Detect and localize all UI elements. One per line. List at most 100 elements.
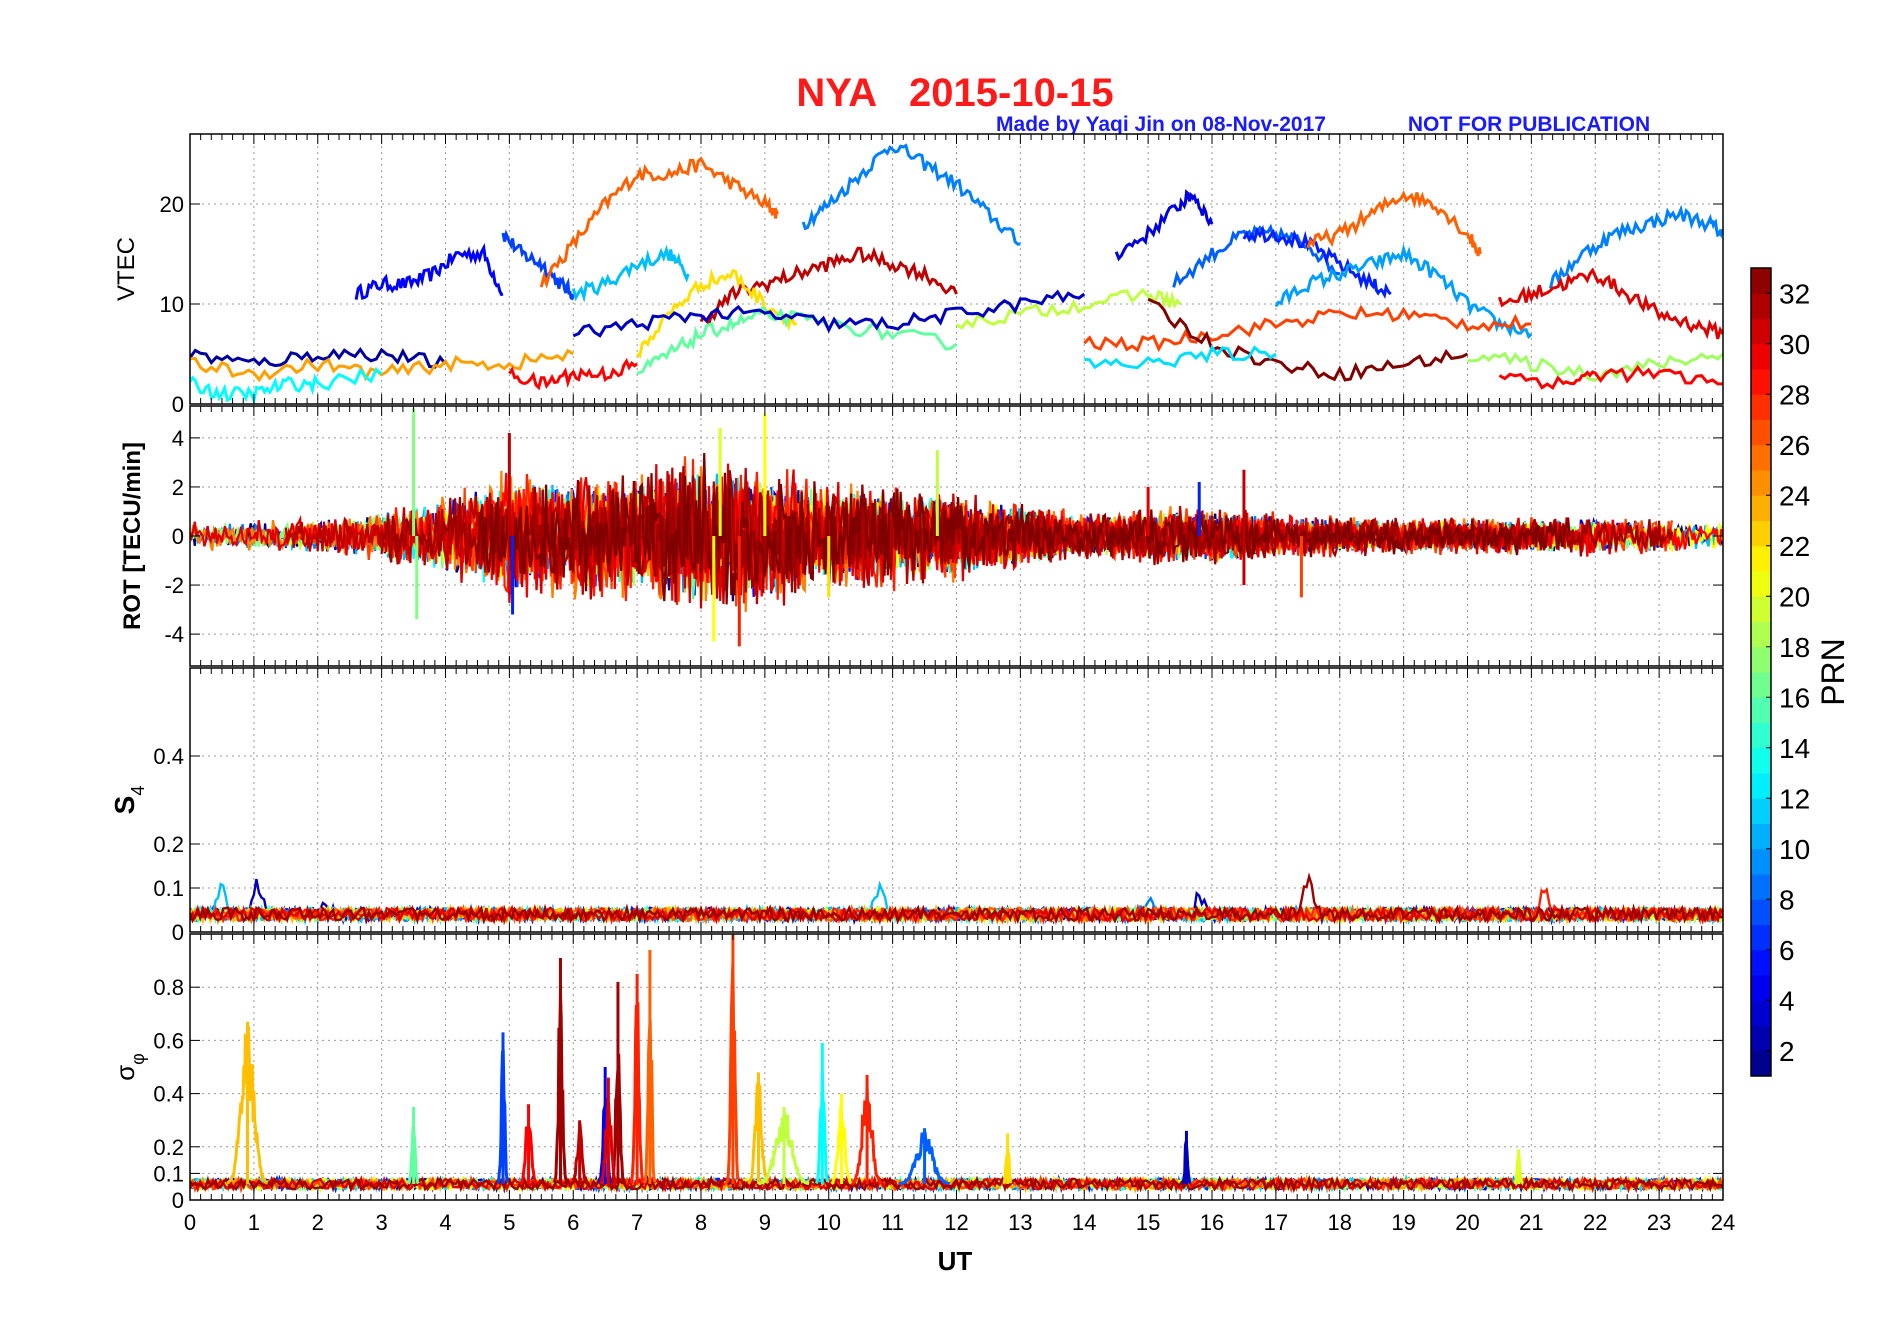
colorbar-tick-label: 2 [1779, 1036, 1795, 1067]
x-tick-label: 21 [1519, 1210, 1543, 1235]
vtec-series-prn-29 [1498, 364, 1723, 390]
y-tick-label: 0 [172, 524, 184, 549]
colorbar-swatch [1751, 571, 1771, 597]
y-tick-label: 4 [172, 426, 184, 451]
x-tick-label: 4 [439, 1210, 451, 1235]
colorbar-swatch [1751, 1025, 1771, 1052]
y-tick-label: 0.2 [153, 1135, 184, 1160]
colorbar-frame [1750, 267, 1772, 1077]
sigma-burst-prn-21 [830, 1102, 853, 1185]
sigma-burst-prn-32 [552, 993, 569, 1184]
sigma-burst-prn-13 [814, 1072, 830, 1185]
vtec-series-prn-26 [539, 156, 779, 289]
x-tick-label: 22 [1583, 1210, 1607, 1235]
y-tick-label: 0.8 [153, 975, 184, 1000]
x-tick-label: 15 [1136, 1210, 1160, 1235]
colorbar-tick-label: 22 [1779, 531, 1810, 562]
sigma-burst-prn-20 [1513, 1153, 1524, 1185]
colorbar-tick-label: 26 [1779, 430, 1810, 461]
vtec-series-prn-6 [1242, 224, 1392, 299]
vtec-series-prn-8 [1172, 223, 1341, 288]
panel-data [190, 934, 1723, 1194]
colorbar-swatch [1751, 975, 1771, 1001]
vtec-series-prn-29 [508, 357, 638, 391]
x-tick-label: 20 [1455, 1210, 1479, 1235]
y-tick-label: -4 [164, 622, 184, 647]
x-tick-label: 7 [631, 1210, 643, 1235]
sigma-burst-prn-30 [599, 1097, 618, 1185]
vtec-series-prn-33 [1147, 297, 1469, 382]
sigma-burst-prn-28 [629, 1002, 645, 1184]
vtec-series-prn-26 [1306, 190, 1482, 257]
vtec-series-prn-12 [1084, 344, 1277, 370]
vtec-series-prn-30 [1497, 267, 1723, 340]
panel-data [190, 408, 1723, 647]
colorbar-swatch [1751, 747, 1771, 774]
colorbar-swatch [1751, 470, 1771, 496]
y-tick-label: -2 [164, 573, 184, 598]
vtec-series-prn-3 [572, 289, 1086, 338]
x-tick-label: 3 [376, 1210, 388, 1235]
colorbar-swatch [1751, 268, 1771, 294]
y-axis-label-rot: ROT [TECU/min] [119, 442, 146, 630]
vtec-series-prn-19 [955, 287, 1182, 330]
x-tick-label: 19 [1391, 1210, 1415, 1235]
colorbar-swatch [1751, 646, 1771, 673]
sigma-burst-prn-7 [496, 1049, 510, 1184]
credit-label: Made by Yaqi Jin on 08-Nov-2017 [996, 113, 1326, 136]
vtec-series-prn-24 [190, 348, 575, 383]
colorbar-swatch [1751, 697, 1771, 723]
colorbar-swatch [1751, 798, 1771, 824]
x-tick-label: 2 [312, 1210, 324, 1235]
sigma-burst-prn-28 [851, 1087, 883, 1186]
y-tick-label: 0.1 [153, 876, 184, 901]
y-tick-label: 0.6 [153, 1028, 184, 1053]
x-axis-label: UT [938, 1246, 973, 1276]
vtec-series-prn-7 [501, 229, 575, 301]
x-tick-label: 12 [944, 1210, 968, 1235]
vtec-series-prn-10 [1274, 243, 1533, 340]
sigma-burst-prn-16 [407, 1126, 420, 1185]
colorbar-swatch [1751, 444, 1771, 471]
x-tick-label: 13 [1008, 1210, 1032, 1235]
colorbar-swatch [1751, 343, 1771, 370]
rot-series-prn-33 [476, 452, 1571, 605]
colorbar-swatch [1751, 924, 1771, 951]
sigma-burst-prn-26 [643, 1019, 657, 1184]
colorbar-swatch [1751, 1000, 1771, 1026]
s4-series-prn-32 [190, 872, 1723, 925]
colorbar-tick-label: 6 [1779, 935, 1795, 966]
colorbar-swatch [1751, 495, 1771, 521]
colorbar-swatch [1751, 874, 1771, 900]
colorbar-swatch [1751, 823, 1771, 850]
colorbar-swatch [1751, 419, 1771, 446]
y-tick-label: 0.2 [153, 832, 184, 857]
vtec-series-prn-27 [1083, 304, 1532, 353]
x-tick-label: 18 [1328, 1210, 1352, 1235]
x-tick-label: 14 [1072, 1210, 1096, 1235]
colorbar-swatch [1751, 848, 1771, 875]
x-tick-label: 0 [184, 1210, 196, 1235]
x-tick-label: 9 [759, 1210, 771, 1235]
colorbar-swatch [1751, 899, 1771, 925]
sigma-burst-prn-22 [1002, 1148, 1013, 1185]
vtec-series-prn-9 [801, 143, 1021, 246]
x-tick-label: 5 [503, 1210, 515, 1235]
sigma-burst-prn-8 [898, 1131, 951, 1186]
x-tick-label: 16 [1200, 1210, 1224, 1235]
colorbar-swatch [1751, 621, 1771, 648]
sigma-burst-prn-27 [725, 962, 740, 1184]
colorbar-swatch [1751, 596, 1771, 622]
y-tick-label: 0 [172, 920, 184, 945]
colorbar-tick-label: 32 [1779, 278, 1810, 309]
x-tick-label: 6 [567, 1210, 579, 1235]
vtec-series-prn-11 [571, 244, 690, 303]
colorbar-swatch [1751, 949, 1771, 976]
vtec-series-prn-16 [636, 306, 958, 375]
colorbar-tick-label: 16 [1779, 682, 1810, 713]
x-tick-label: 17 [1264, 1210, 1288, 1235]
